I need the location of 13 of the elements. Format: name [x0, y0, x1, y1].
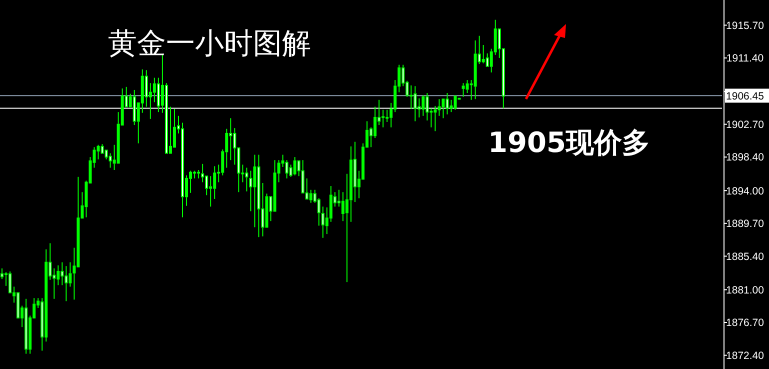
y-tick-label: 1889.70	[726, 218, 764, 230]
ref-line-label: 1906.45	[726, 90, 764, 102]
y-tick-label: 1902.70	[726, 118, 764, 131]
y-tick-label: 1876.70	[726, 317, 764, 330]
y-tick-label: 1898.40	[726, 152, 764, 164]
y-tick-label: 1911.40	[726, 52, 764, 65]
y-tick-label: 1881.00	[726, 284, 764, 296]
y-tick-label: 1915.70	[726, 20, 764, 32]
y-tick-label: 1872.40	[726, 350, 764, 362]
text: 黄金一小时图解	[108, 26, 311, 60]
annotation: 1905现价多	[488, 126, 650, 159]
y-tick-label: 1885.40	[726, 250, 764, 263]
y-tick-label: 1894.00	[726, 185, 764, 198]
